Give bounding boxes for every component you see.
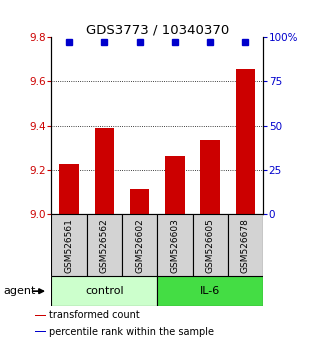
Bar	[236, 69, 255, 214]
Bar	[157, 276, 263, 306]
Text: GSM526561: GSM526561	[65, 218, 73, 273]
Text: GSM526678: GSM526678	[241, 218, 250, 273]
Bar	[228, 214, 263, 276]
Text: GSM526603: GSM526603	[170, 218, 179, 273]
Text: GSM526602: GSM526602	[135, 218, 144, 273]
Bar	[193, 214, 228, 276]
Text: control: control	[85, 286, 123, 296]
Bar	[87, 214, 122, 276]
Text: GSM526562: GSM526562	[100, 218, 109, 273]
Text: GSM526605: GSM526605	[206, 218, 215, 273]
Text: transformed count: transformed count	[49, 310, 140, 320]
Text: IL-6: IL-6	[200, 286, 220, 296]
Bar	[51, 276, 157, 306]
Bar	[122, 214, 157, 276]
Bar	[157, 214, 193, 276]
Text: agent: agent	[3, 286, 36, 296]
Bar	[95, 128, 114, 214]
Bar	[201, 140, 220, 214]
Bar	[35, 331, 46, 332]
Bar	[130, 189, 149, 214]
Title: GDS3773 / 10340370: GDS3773 / 10340370	[86, 23, 229, 36]
Bar	[51, 214, 87, 276]
Bar	[165, 155, 185, 214]
Bar	[35, 315, 46, 316]
Text: percentile rank within the sample: percentile rank within the sample	[49, 327, 214, 337]
Bar	[59, 164, 79, 214]
